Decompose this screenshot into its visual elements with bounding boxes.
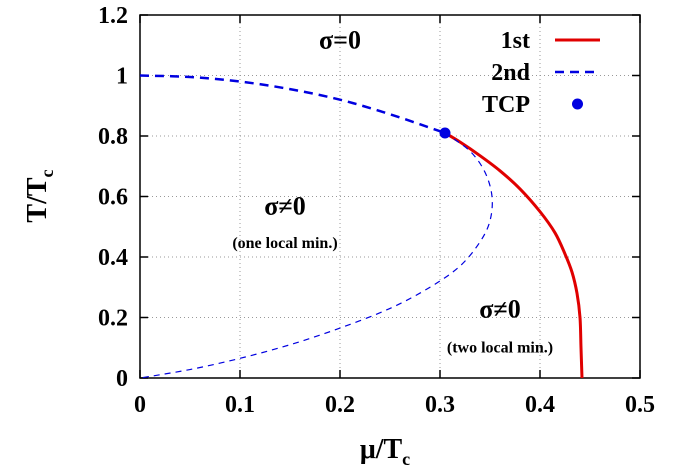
- legend-label: 2nd: [491, 60, 530, 86]
- annotation-label: (one local min.): [232, 235, 337, 252]
- y-tick-label: 0.4: [98, 245, 128, 271]
- plot-border: [139, 14, 641, 379]
- series-line-spinodal: [139, 132, 493, 379]
- y-tick-label: 0.6: [98, 185, 128, 211]
- grid-layer: [140, 15, 640, 378]
- annotation-label: σ≠0: [479, 295, 520, 324]
- legend-label: 1st: [501, 28, 530, 54]
- y-tick-label: 0.2: [98, 306, 128, 332]
- tick-labels: 0 0.1 0.2 0.3 0.4 0.5 0 0.2 0.4 0.6 0.8 1 1.2: [98, 3, 655, 418]
- x-tick-label: 0.4: [525, 392, 555, 418]
- x-tick-label: 0.2: [325, 392, 355, 418]
- legend: 1st 2nd TCP: [482, 28, 600, 118]
- x-tick-label: 0.1: [225, 392, 255, 418]
- annotation-label: σ=0: [319, 25, 361, 54]
- y-tick-label: 0.8: [98, 124, 128, 150]
- y-axis-label: T/Tc: [22, 169, 57, 222]
- legend-label: TCP: [482, 92, 530, 118]
- x-tick-label: 0: [134, 392, 146, 418]
- tcp-point: [439, 127, 451, 139]
- annotations: σ=0 σ≠0 (one local min.) σ≠0 (two local min.…: [232, 25, 553, 356]
- y-tick-label: 1: [116, 64, 128, 90]
- x-axis-label: μ/Tc: [360, 434, 410, 469]
- legend-marker: [572, 98, 583, 110]
- y-tick-label: 1.2: [98, 3, 128, 29]
- y-tick-label: 0: [116, 366, 128, 392]
- plot-frame: [139, 14, 641, 379]
- series-line-2nd: [139, 74, 446, 135]
- annotation-label: (two local min.): [447, 339, 553, 356]
- x-tick-label: 0.5: [625, 392, 655, 418]
- series-layer: [139, 74, 584, 379]
- x-tick-label: 0.3: [425, 392, 455, 418]
- annotation-label: σ≠0: [264, 192, 305, 221]
- series-line-1st: [444, 131, 584, 379]
